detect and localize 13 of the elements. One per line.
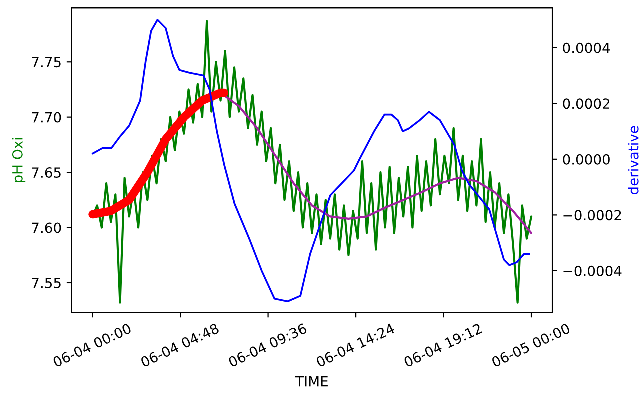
y2-tick-label: −0.0002 [564, 210, 622, 221]
x-axis-title: TIME [295, 376, 328, 387]
y2-tick-label: −0.0004 [564, 266, 622, 276]
y-tick-label: 7.75 [32, 57, 61, 68]
y-tick-label: 7.70 [32, 112, 62, 123]
y2-tick-label: 0.0002 [563, 98, 610, 110]
y2-axis-title: derivative [628, 126, 639, 194]
y-axis-title: pH Oxi [12, 138, 26, 182]
y-tick-label: 7.55 [32, 278, 61, 288]
y-tick-label: 7.65 [32, 168, 61, 178]
y-tick-label: 7.60 [32, 222, 62, 234]
y2-tick-label: 0.0000 [563, 154, 610, 165]
y2-tick-label: 0.0004 [563, 42, 610, 54]
